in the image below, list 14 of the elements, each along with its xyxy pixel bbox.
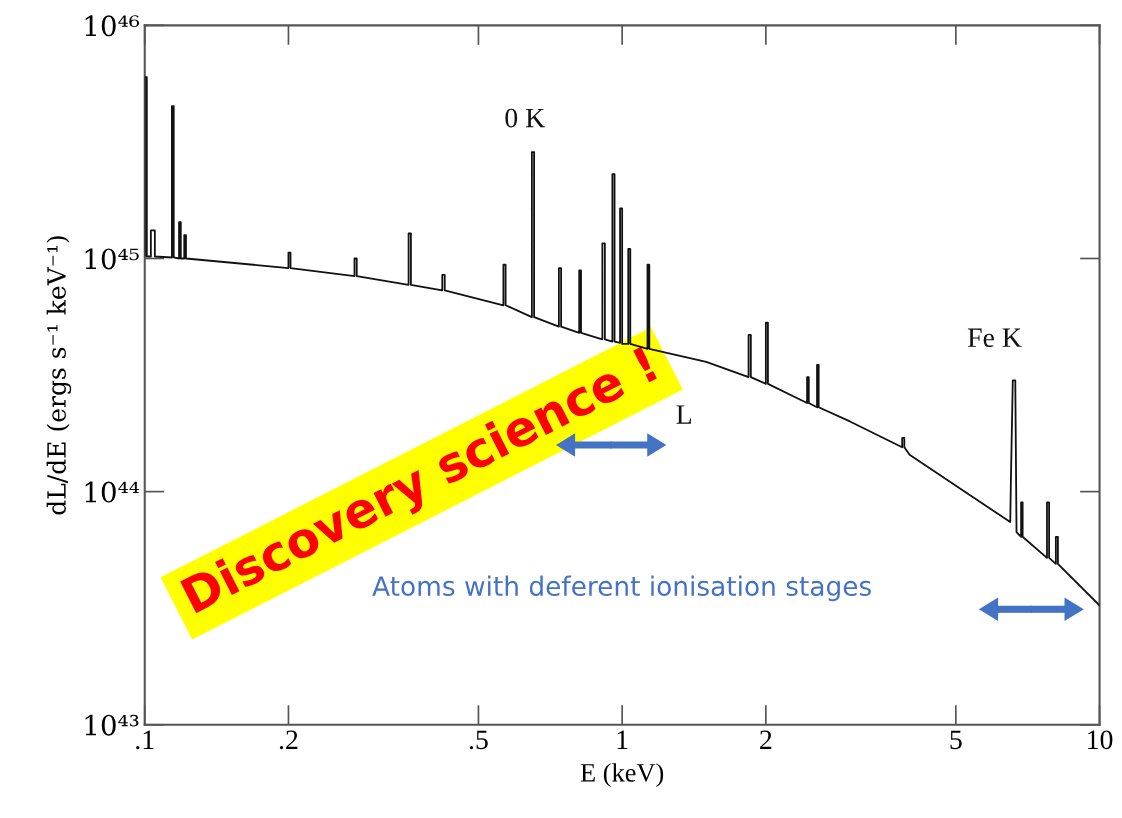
y-tick-label: 10⁴⁶ [85, 15, 140, 37]
annotation: Fe K [967, 328, 1022, 348]
x-tick-label: 10 [1088, 730, 1113, 750]
annotation: L [676, 405, 692, 424]
x-axis-title: E (keV) [580, 763, 664, 788]
x-tick-label: .5 [469, 730, 488, 750]
x-tick-label: .2 [279, 730, 298, 750]
y-tick-label: 10⁴⁵ [85, 248, 139, 270]
annotation: 0 K [505, 108, 545, 128]
x-tick-label: 2 [760, 730, 772, 749]
y-axis-title: dL/dE (ergs s⁻¹ keV⁻¹) [46, 236, 72, 515]
x-tick-label: 5 [950, 730, 962, 750]
x-tick-label: 1 [617, 730, 628, 749]
y-tick-label: 10⁴⁴ [85, 481, 140, 503]
